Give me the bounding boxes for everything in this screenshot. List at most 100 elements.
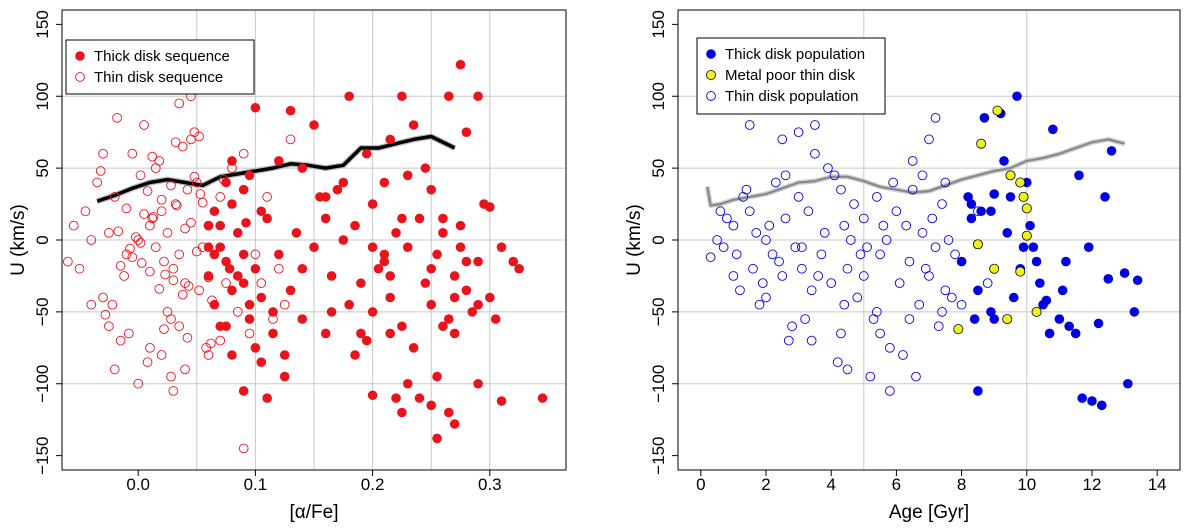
data-point-open [166, 180, 176, 191]
data-point [461, 285, 472, 296]
data-point-open [127, 148, 138, 159]
data-point-open [180, 223, 190, 234]
data-point [238, 278, 249, 288]
data-point [320, 192, 331, 202]
data-point [426, 263, 437, 274]
data-point [473, 256, 483, 267]
data-point [1119, 268, 1130, 278]
data-point-open [150, 242, 161, 253]
data-point [979, 113, 990, 123]
data-point-open [917, 170, 928, 181]
data-point [285, 285, 296, 296]
data-point-open [917, 227, 928, 238]
y-tick-label: 0 [649, 235, 668, 244]
data-point [244, 170, 255, 181]
data-point-open [100, 309, 111, 320]
data-point-yellow [1005, 170, 1016, 181]
data-point-open [109, 192, 120, 202]
data-point [999, 156, 1009, 166]
data-point [986, 307, 996, 317]
data-point [966, 199, 977, 209]
data-point [385, 134, 395, 145]
x-tick-label: 2 [761, 475, 770, 494]
data-point [986, 206, 996, 217]
data-point-open [107, 299, 118, 310]
data-point [1070, 328, 1081, 339]
data-point [209, 206, 220, 217]
data-point-open [933, 321, 944, 332]
data-point-open [790, 242, 801, 253]
data-point-open [888, 177, 898, 188]
data-point-yellow [972, 239, 983, 250]
data-point-open [982, 278, 993, 288]
data-point-open [871, 192, 882, 202]
data-point-open [194, 131, 204, 142]
data-point [233, 271, 243, 281]
data-point-open [826, 278, 837, 288]
data-point [467, 307, 478, 317]
y-tick-label: 50 [33, 159, 52, 178]
data-point [443, 407, 454, 418]
y-tick-label: −150 [649, 436, 668, 474]
data-point [537, 393, 548, 403]
data-point-open [865, 371, 876, 382]
y-tick-label: 100 [33, 82, 52, 110]
data-point [402, 242, 413, 252]
data-point-open [177, 141, 188, 152]
data-point-open [133, 378, 144, 389]
data-point-open [803, 206, 814, 217]
data-point [449, 271, 460, 281]
data-point-open [154, 156, 165, 166]
data-point-yellow [1018, 191, 1029, 202]
data-point [238, 386, 249, 396]
data-point-open [104, 321, 114, 332]
data-point-open [735, 285, 745, 296]
data-point-open [777, 134, 788, 145]
data-point-open [98, 292, 108, 303]
legend-label: Thin disk population [725, 88, 858, 105]
data-point-yellow [1002, 314, 1013, 325]
data-point-open [816, 249, 827, 260]
data-point-open [203, 350, 214, 360]
data-point [1008, 292, 1019, 303]
data-point [455, 220, 466, 231]
data-point [367, 390, 378, 401]
data-point-open [115, 261, 126, 271]
data-point [338, 235, 349, 245]
data-point-yellow [992, 105, 1003, 116]
data-point [221, 321, 231, 332]
data-point-open [74, 263, 85, 274]
data-point-open [123, 328, 134, 339]
legend-marker [706, 49, 716, 59]
data-point-open [180, 364, 190, 375]
data-point-open [875, 328, 885, 339]
data-point [473, 378, 483, 389]
data-point [367, 242, 378, 252]
data-point-open [728, 220, 739, 231]
data-point-open [780, 170, 791, 181]
data-point [367, 307, 378, 317]
data-point [1129, 307, 1140, 317]
data-point [449, 292, 460, 303]
data-point-open [810, 120, 820, 130]
data-point-yellow [1015, 266, 1026, 277]
data-point [1106, 146, 1117, 156]
data-point-open [215, 335, 226, 346]
data-point-open [221, 278, 231, 288]
data-point-yellow [1021, 203, 1032, 214]
data-point [297, 163, 308, 173]
data-point [508, 256, 519, 267]
data-point-open [113, 226, 124, 237]
data-point [397, 407, 407, 418]
data-point [973, 285, 983, 296]
legend-marker-yellow [706, 70, 717, 81]
data-point [496, 396, 507, 406]
data-point-open [881, 235, 892, 245]
data-point [227, 285, 237, 296]
data-point [379, 249, 390, 260]
data-point [250, 102, 261, 113]
data-point-open [871, 307, 882, 317]
data-point-open [142, 357, 153, 368]
data-point [490, 314, 501, 324]
data-point [373, 263, 384, 274]
